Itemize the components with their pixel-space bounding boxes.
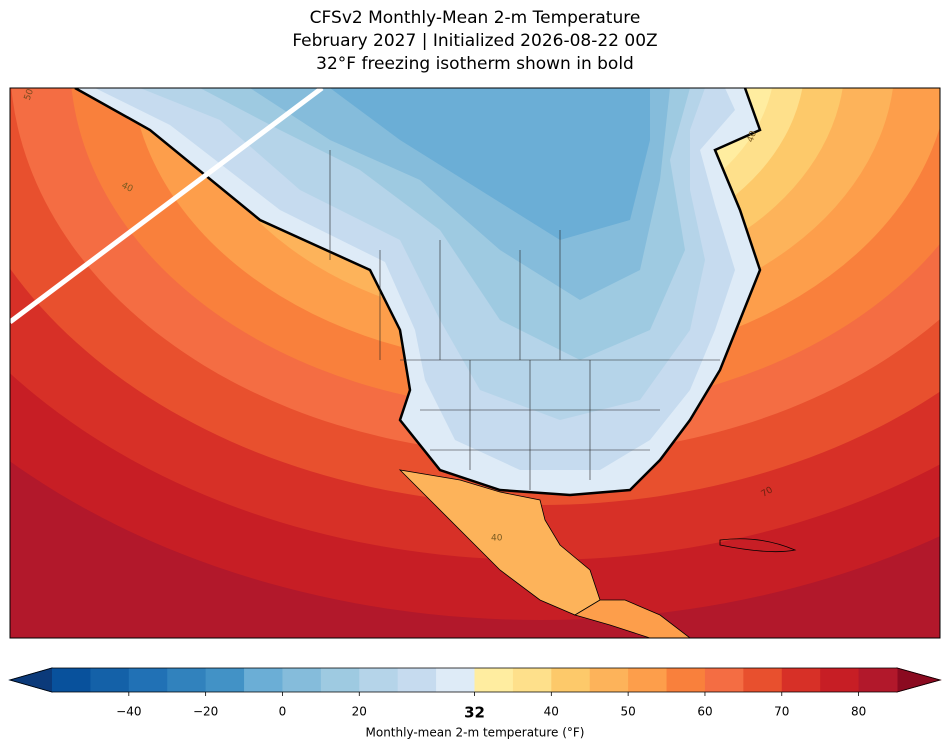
colorbar-tick-label: 70 bbox=[774, 705, 789, 719]
colorbar-tick-label: 40 bbox=[544, 705, 559, 719]
colorbar-tick-label: −20 bbox=[193, 705, 218, 719]
colorbar-bin bbox=[205, 668, 245, 692]
colorbar-bin bbox=[743, 668, 783, 692]
colorbar-tick-label: 0 bbox=[279, 705, 287, 719]
mexico bbox=[398, 469, 601, 616]
colorbar-bin bbox=[858, 668, 898, 692]
land-cold bbox=[330, 88, 650, 240]
cuba bbox=[719, 538, 797, 553]
colorbar-bin bbox=[628, 668, 668, 692]
contour-label: 50 bbox=[23, 87, 36, 101]
colorbar-bin bbox=[244, 668, 283, 692]
borders bbox=[329, 150, 720, 490]
map-frame bbox=[9, 87, 941, 639]
colorbar-bin bbox=[359, 668, 399, 692]
colorbar-bin bbox=[474, 668, 514, 692]
subtitle: February 2027 | Initialized 2026-08-22 0… bbox=[292, 31, 657, 51]
colorbar-over bbox=[896, 667, 942, 693]
freezing-isotherm bbox=[74, 88, 762, 497]
colorbar-bin bbox=[512, 668, 552, 692]
colorbar-bin bbox=[551, 668, 591, 692]
swath-gap bbox=[10, 88, 324, 324]
contour-label: 40 bbox=[491, 534, 503, 544]
colorbar-bin bbox=[436, 668, 475, 692]
colorbar-tick-label: 50 bbox=[620, 705, 635, 719]
colorbar-tick-label: 80 bbox=[851, 705, 866, 719]
colorbar-tick-label: 60 bbox=[697, 705, 712, 719]
colorbar-bin bbox=[52, 668, 91, 692]
colorbar-bin bbox=[397, 668, 437, 692]
colorbar-bin bbox=[90, 668, 130, 692]
colorbar-under bbox=[8, 667, 53, 693]
colorbar-bin bbox=[167, 668, 207, 692]
colorbar-tick-label: −40 bbox=[116, 705, 141, 719]
map: 50 40 40 40 70 bbox=[10, 87, 940, 638]
colorbar-tick-label: 20 bbox=[352, 705, 367, 719]
colorbar-bin bbox=[666, 668, 706, 692]
colorbar-bin bbox=[589, 668, 629, 692]
central-america bbox=[574, 599, 691, 638]
colorbar-bin bbox=[282, 668, 322, 692]
colorbar-label: Monthly-mean 2-m temperature (°F) bbox=[366, 726, 585, 740]
colorbar-bin bbox=[704, 668, 744, 692]
colorbar-bin bbox=[781, 668, 821, 692]
colorbar-bin bbox=[128, 668, 168, 692]
contour-label: 40 bbox=[746, 129, 759, 143]
colorbar: −40 −20 0 20 32 40 50 60 70 80 bbox=[8, 667, 942, 722]
colorbar-tick-label: 32 bbox=[464, 704, 485, 722]
note: 32°F freezing isotherm shown in bold bbox=[316, 54, 634, 74]
colorbar-bin bbox=[820, 668, 860, 692]
colorbar-bin bbox=[320, 668, 360, 692]
title: CFSv2 Monthly-Mean 2-m Temperature bbox=[310, 8, 641, 28]
colorbar-frame bbox=[8, 667, 942, 693]
contour-label: 40 bbox=[120, 181, 135, 195]
